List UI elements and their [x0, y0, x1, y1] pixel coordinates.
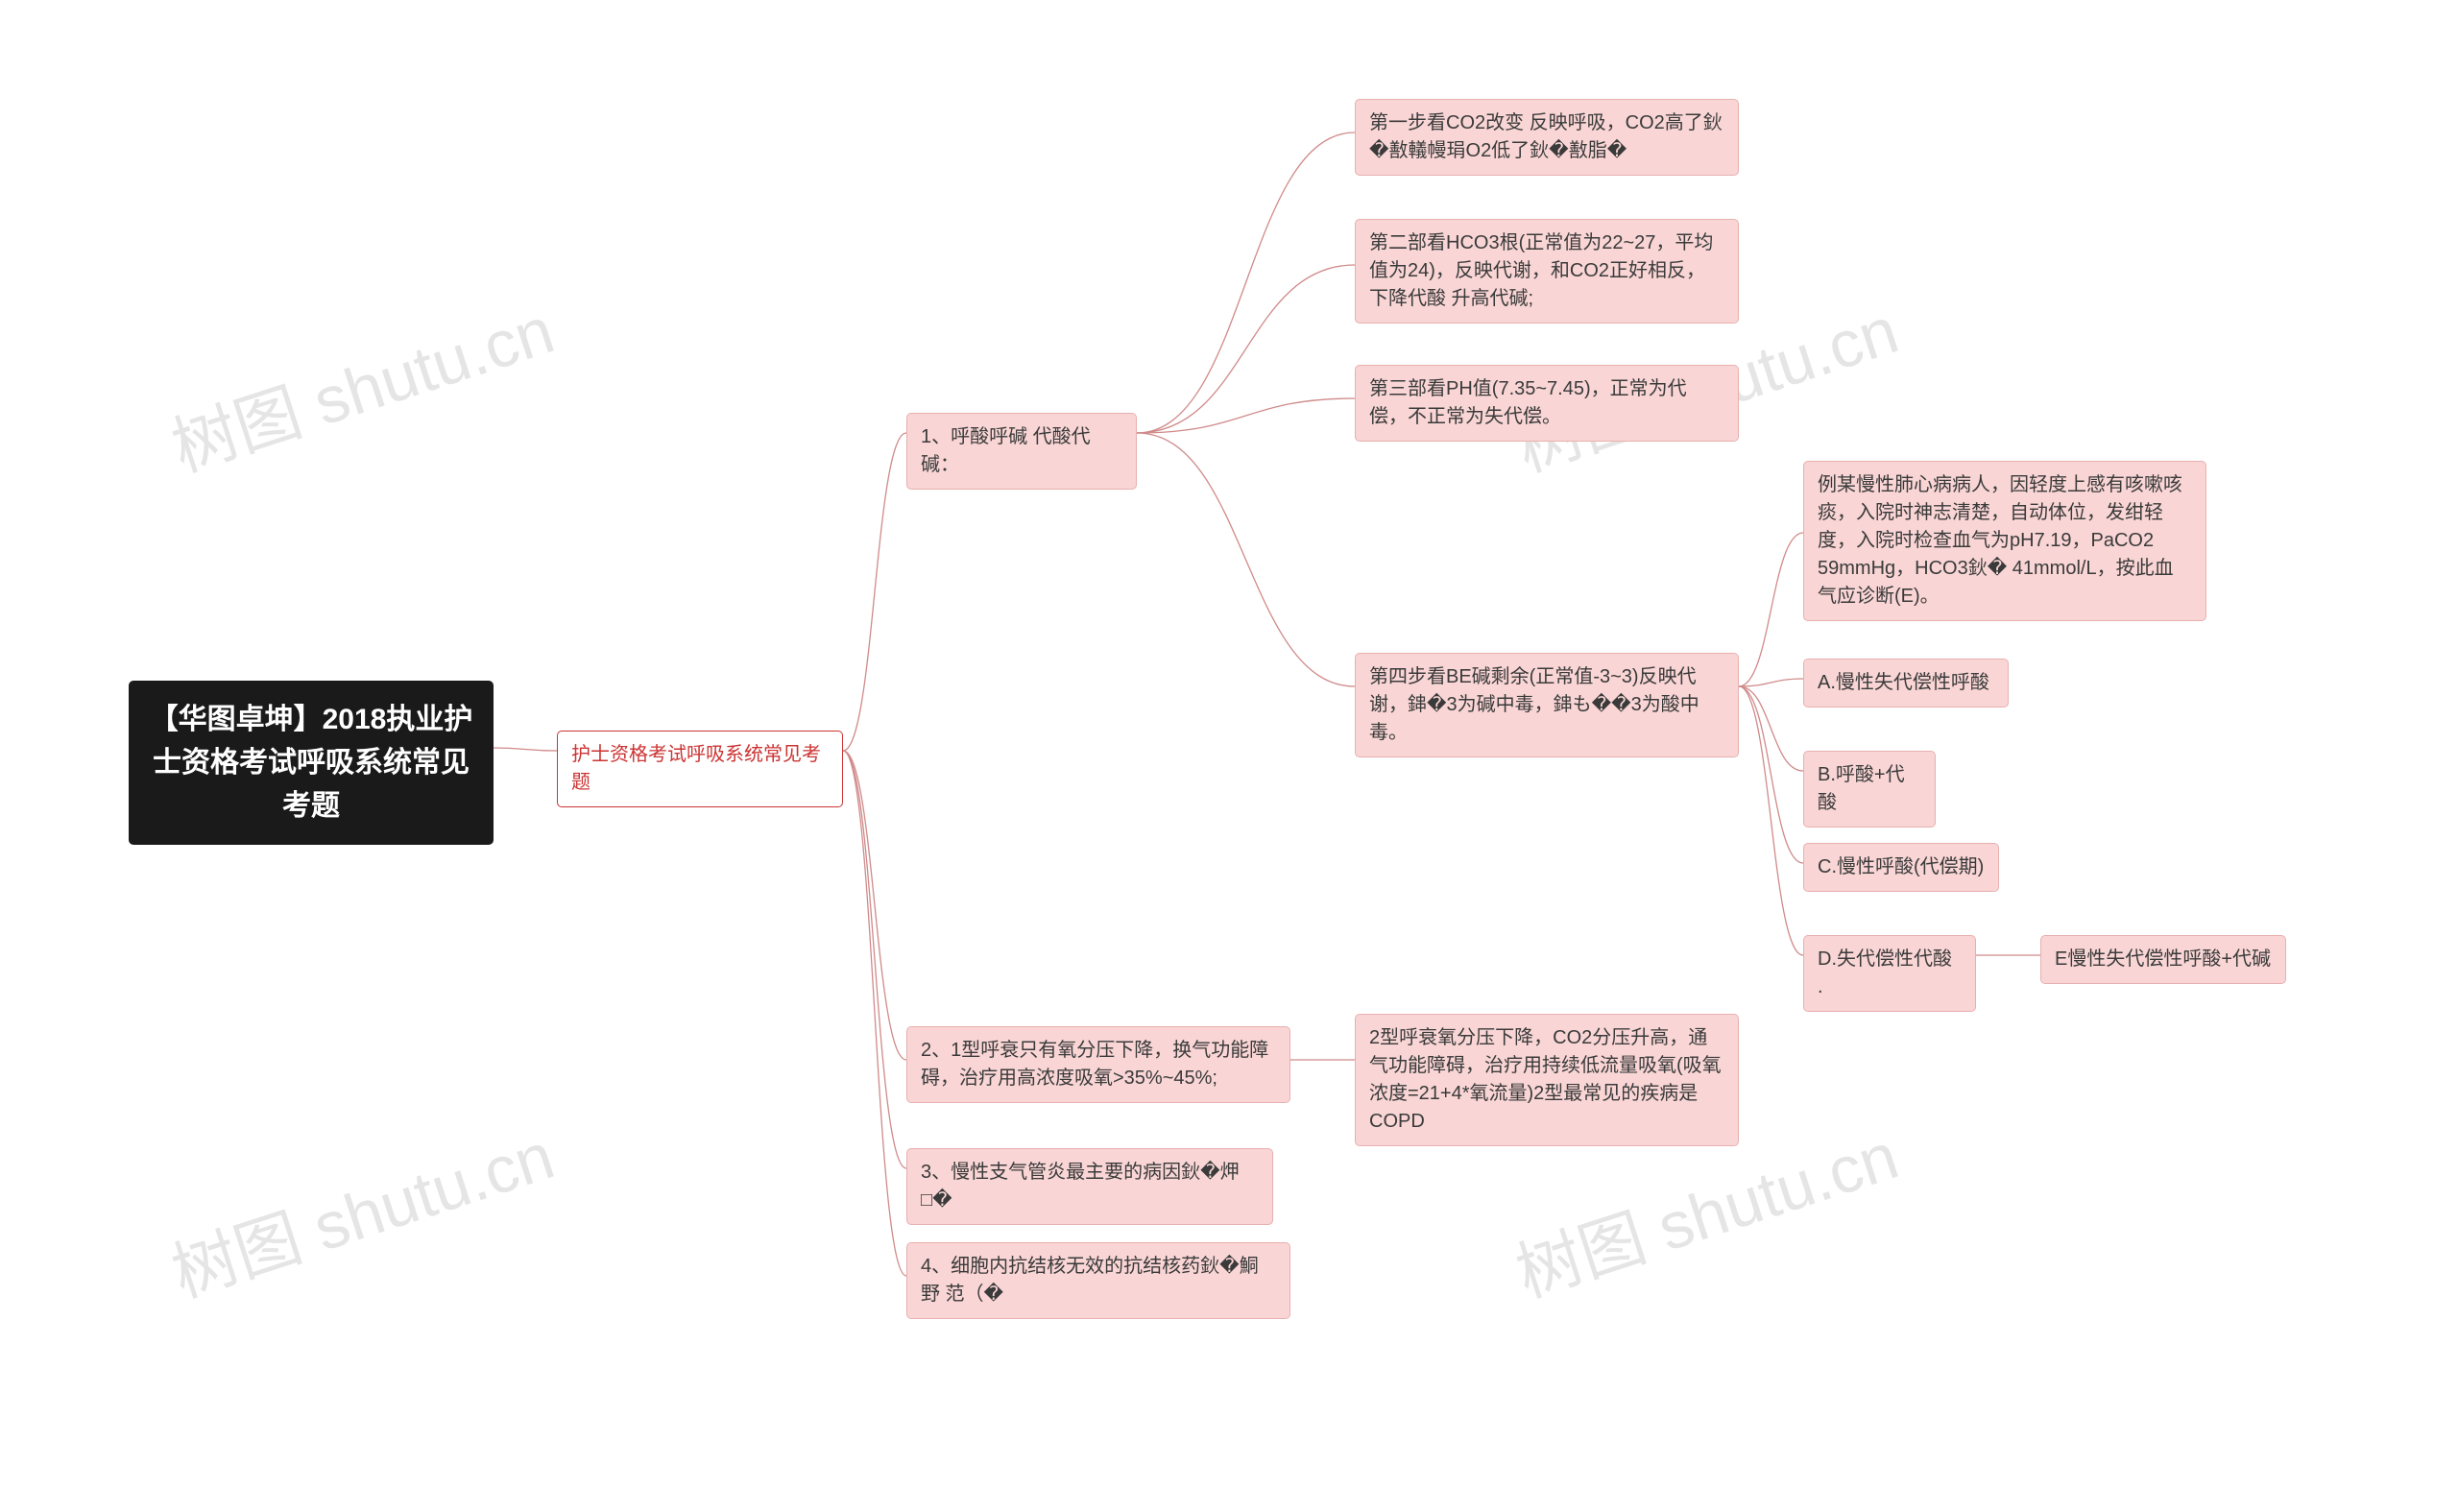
edge-s4-t5: [1739, 686, 1803, 955]
node-t4[interactable]: C.慢性呼酸(代偿期): [1803, 843, 1999, 892]
node-s2[interactable]: 第二部看HCO3根(正常值为22~27，平均值为24)，反映代谢，和CO2正好相…: [1355, 219, 1739, 324]
node-n1[interactable]: 1、呼酸呼碱 代酸代碱：: [906, 413, 1137, 490]
node-root[interactable]: 【华图卓坤】2018执业护士资格考试呼吸系统常见考题: [129, 681, 494, 845]
edge-l1-n1: [843, 433, 906, 751]
edge-s4-t3: [1739, 686, 1803, 771]
edge-n1-s3: [1137, 398, 1355, 433]
node-v1[interactable]: 2型呼衰氧分压下降，CO2分压升高，通气功能障碍，治疗用持续低流量吸氧(吸氧浓度…: [1355, 1014, 1739, 1146]
edge-s4-t2: [1739, 679, 1803, 686]
node-s4[interactable]: 第四步看BE碱剩余(正常值-3~3)反映代谢，鋛�3为碱中毒，鋛も��3为酸中毒…: [1355, 653, 1739, 757]
node-u1[interactable]: E慢性失代偿性呼酸+代碱: [2040, 935, 2286, 984]
edge-n1-s2: [1137, 265, 1355, 433]
edge-l1-n3: [843, 751, 906, 1168]
edge-n1-s1: [1137, 132, 1355, 433]
node-l1[interactable]: 护士资格考试呼吸系统常见考题: [557, 731, 843, 807]
node-t2[interactable]: A.慢性失代偿性呼酸: [1803, 659, 2009, 708]
edge-s4-t1: [1739, 533, 1803, 686]
node-n4[interactable]: 4、细胞内抗结核无效的抗结核药鈥�鮦野 范（�: [906, 1242, 1290, 1319]
node-s3[interactable]: 第三部看PH值(7.35~7.45)，正常为代偿，不正常为失代偿。: [1355, 365, 1739, 442]
edge-l1-n2: [843, 751, 906, 1060]
node-n3[interactable]: 3、慢性支气管炎最主要的病因鈥�炠□�: [906, 1148, 1273, 1225]
node-n2[interactable]: 2、1型呼衰只有氧分压下降，换气功能障碍，治疗用高浓度吸氧>35%~45%;: [906, 1026, 1290, 1103]
node-s1[interactable]: 第一步看CO2改变 反映呼吸，CO2高了鈥�敾轙幔琄O2低了鈥�敾脂�: [1355, 99, 1739, 176]
node-t5[interactable]: D.失代偿性代酸 .: [1803, 935, 1976, 1012]
node-t1[interactable]: 例某慢性肺心病病人，因轻度上感有咳嗽咳痰，入院时神志清楚，自动体位，发绀轻度，入…: [1803, 461, 2206, 621]
node-t3[interactable]: B.呼酸+代酸: [1803, 751, 1936, 828]
edge-s4-t4: [1739, 686, 1803, 863]
edge-l1-n4: [843, 751, 906, 1276]
edge-n1-s4: [1137, 433, 1355, 686]
edge-root-l1: [494, 748, 557, 751]
mindmap-canvas: 【华图卓坤】2018执业护士资格考试呼吸系统常见考题护士资格考试呼吸系统常见考题…: [0, 0, 2458, 1512]
